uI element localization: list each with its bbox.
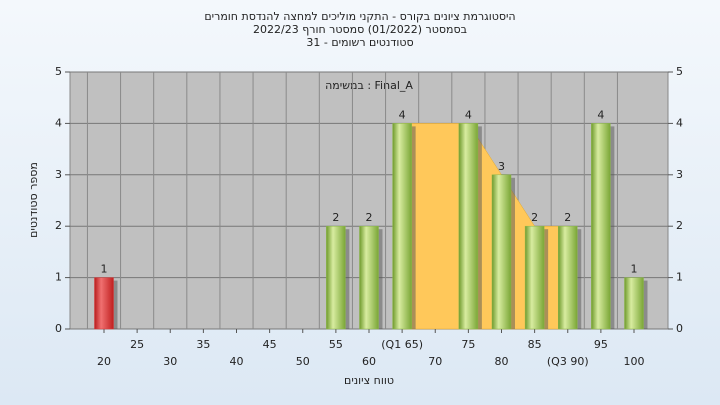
y-tick-label: 5 — [55, 65, 62, 78]
x-tick-label: 95 — [594, 338, 608, 351]
x-tick-label: 60 — [362, 355, 376, 368]
x-tick-label: 55 — [329, 338, 343, 351]
x-tick-label: 100 — [624, 355, 645, 368]
bar — [524, 225, 545, 330]
bar — [94, 277, 114, 330]
y-axis-label: מספר סטודנטים — [27, 162, 40, 238]
x-tick-label: 25 — [130, 338, 144, 351]
bar — [326, 225, 346, 330]
value-label: 2 — [531, 211, 538, 224]
value-label: 2 — [564, 211, 571, 224]
value-label: 1 — [101, 263, 108, 276]
x-tick-label: 80 — [495, 355, 509, 368]
value-label: 4 — [597, 108, 604, 121]
x-tick-label: 70 — [428, 355, 442, 368]
y-tick-label: 3 — [55, 168, 62, 181]
y2-tick-label: 0 — [676, 322, 683, 335]
y-tick-label: 0 — [55, 322, 62, 335]
value-label: 2 — [366, 211, 373, 224]
y2-tick-label: 5 — [676, 65, 683, 78]
value-label: 3 — [498, 160, 505, 173]
x-tick-label: 20 — [97, 355, 111, 368]
y-tick-label: 4 — [55, 116, 62, 129]
x-tick-label: (Q1 65) — [381, 338, 423, 351]
x-tick-label: 35 — [196, 338, 210, 351]
bar — [392, 123, 412, 330]
y2-tick-label: 2 — [676, 219, 683, 232]
bar — [359, 225, 379, 330]
chart-subtitle: בסמסטר (01/2022) סמסטר חורף 2022/23 — [253, 23, 467, 36]
x-tick-label: 85 — [528, 338, 542, 351]
bar — [558, 225, 578, 330]
x-axis-label: טווח ציונים — [344, 374, 394, 387]
bar — [591, 123, 611, 330]
value-label: 2 — [332, 211, 339, 224]
y-tick-label: 1 — [55, 271, 62, 284]
y-tick-label: 2 — [55, 219, 62, 232]
y2-tick-label: 3 — [676, 168, 683, 181]
x-tick-label: 45 — [263, 338, 277, 351]
bar — [624, 277, 644, 330]
y2-tick-label: 1 — [676, 271, 683, 284]
bar — [491, 174, 512, 330]
chart-title: היסטוגרמת ציונים בקורס - התקני מוליכים ל… — [204, 10, 515, 23]
x-tick-label: 40 — [230, 355, 244, 368]
bar — [458, 123, 479, 330]
annotation: במשימה : Final_A — [325, 79, 413, 92]
value-label: 1 — [631, 263, 638, 276]
chart-subtitle: סטודנטים רשומים - 31 — [306, 36, 413, 49]
x-tick-label: 75 — [461, 338, 475, 351]
x-tick-label: (Q3 90) — [547, 355, 589, 368]
value-label: 4 — [465, 108, 472, 121]
y2-tick-label: 4 — [676, 116, 683, 129]
value-label: 4 — [399, 108, 406, 121]
x-tick-label: 30 — [163, 355, 177, 368]
x-tick-label: 50 — [296, 355, 310, 368]
